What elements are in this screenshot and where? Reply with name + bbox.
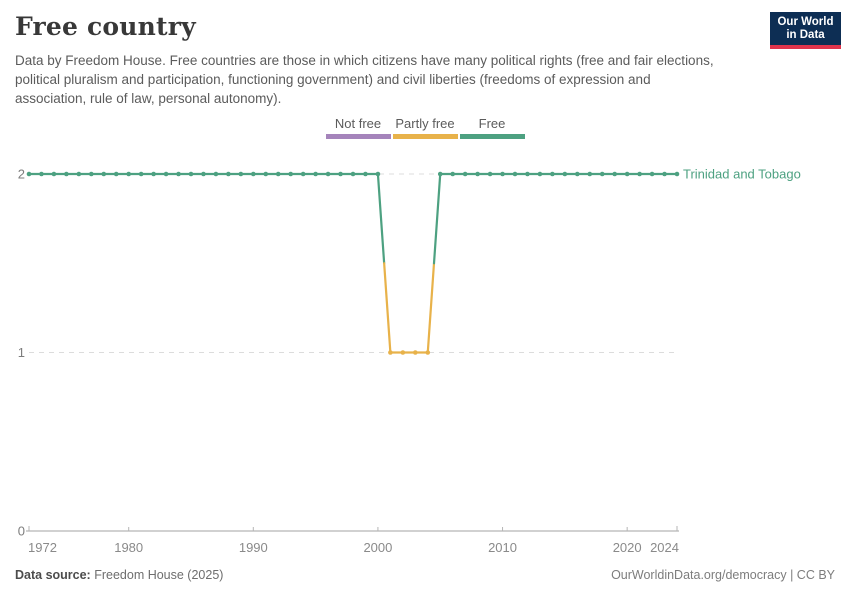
data-point: [201, 171, 206, 177]
legend-item-free: Free: [459, 116, 525, 139]
data-point: [188, 171, 194, 177]
series-line-segment: [376, 172, 386, 265]
data-point: [612, 171, 617, 177]
data-point: [475, 171, 480, 177]
series-line-segment: [426, 262, 436, 354]
data-point: [338, 171, 343, 177]
legend-swatch-not-free: [325, 134, 391, 139]
data-point: [151, 171, 156, 177]
data-point: [51, 171, 57, 177]
data-point: [400, 350, 406, 355]
data-point: [300, 171, 306, 177]
data-point: [450, 171, 455, 177]
x-tick-label: 2020: [613, 540, 642, 555]
data-point: [624, 171, 630, 177]
data-point: [213, 171, 219, 177]
x-tick-label: 1990: [239, 540, 268, 555]
series-entity-label: Trinidad and Tobago: [683, 167, 801, 182]
data-point: [226, 171, 231, 177]
data-point: [512, 171, 518, 177]
y-tick-label: 2: [18, 167, 25, 182]
data-point: [537, 171, 543, 177]
data-point: [662, 171, 667, 177]
x-tick-label: 1980: [114, 540, 143, 555]
data-point: [487, 171, 493, 177]
data-point: [525, 171, 530, 177]
data-source: Data source: Freedom House (2025): [15, 568, 223, 582]
data-point: [437, 171, 443, 177]
page-title: Free country: [15, 12, 196, 41]
series-line-segment: [383, 262, 392, 354]
data-point: [674, 171, 680, 177]
data-point: [363, 171, 368, 177]
legend-item-partly-free: Partly free: [392, 116, 458, 139]
x-tick-label: 2024: [650, 540, 679, 555]
data-point: [64, 171, 69, 177]
data-point: [599, 171, 605, 177]
data-point: [26, 171, 32, 177]
series-line-segment: [432, 172, 442, 265]
chart-footer: Data source: Freedom House (2025) OurWor…: [15, 568, 835, 582]
y-tick-label: 0: [18, 524, 25, 539]
data-point: [413, 350, 418, 355]
data-point: [238, 171, 244, 177]
data-point: [325, 171, 331, 177]
data-point: [637, 171, 642, 177]
data-point: [500, 171, 505, 177]
data-point: [575, 171, 580, 177]
data-point: [550, 171, 555, 177]
y-tick-label: 1: [18, 345, 25, 360]
owid-logo-line2: in Data: [786, 28, 825, 41]
data-point: [138, 171, 144, 177]
chart-subtitle: Data by Freedom House. Free countries ar…: [15, 53, 714, 106]
data-point: [425, 350, 431, 355]
footer-link-license: OurWorldinData.org/democracy | CC BY: [611, 568, 835, 582]
data-point: [275, 171, 281, 177]
legend-label: Free: [478, 116, 506, 131]
data-point: [251, 171, 256, 177]
legend-swatch-free: [459, 134, 525, 139]
legend-label: Partly free: [395, 116, 455, 131]
owid-url-link[interactable]: OurWorldinData.org/democracy | CC BY: [611, 568, 835, 582]
data-point: [587, 171, 593, 177]
data-point: [388, 350, 393, 355]
data-point: [76, 171, 82, 177]
data-point: [113, 171, 119, 177]
data-source-label: Data source:: [15, 568, 91, 582]
data-point: [562, 171, 568, 177]
data-point: [649, 171, 655, 177]
data-point: [375, 171, 381, 177]
legend-label: Not free: [334, 116, 382, 131]
data-point: [39, 171, 44, 177]
data-point: [350, 171, 356, 177]
data-point: [101, 171, 107, 177]
data-point: [263, 171, 269, 177]
legend-swatch-partly-free: [392, 134, 458, 139]
data-point: [89, 171, 94, 177]
x-tick-label: 2010: [488, 540, 517, 555]
owid-logo[interactable]: Our World in Data: [770, 12, 841, 49]
data-point: [313, 171, 318, 177]
x-tick-label: 2000: [363, 540, 392, 555]
legend-item-not-free: Not free: [325, 116, 391, 139]
category-legend: Not free Partly free Free: [0, 116, 850, 139]
data-point: [176, 171, 181, 177]
data-point: [163, 171, 169, 177]
data-point: [462, 171, 468, 177]
data-source-value: Freedom House (2025): [90, 568, 224, 582]
data-point: [288, 171, 293, 177]
x-tick-label: 1972: [28, 540, 57, 555]
data-point: [126, 171, 131, 177]
owid-logo-line1: Our World: [777, 15, 834, 28]
